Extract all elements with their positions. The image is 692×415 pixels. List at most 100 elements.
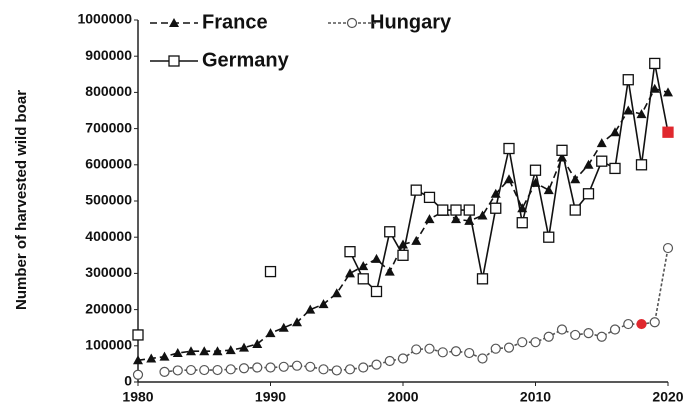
marker (490, 202, 502, 214)
marker (636, 318, 647, 330)
marker (411, 235, 422, 245)
marker (543, 331, 554, 342)
y-tick-label: 900000 (85, 47, 132, 63)
marker (384, 266, 395, 276)
marker (371, 253, 382, 263)
marker (238, 363, 250, 374)
marker (424, 214, 435, 224)
marker (609, 324, 621, 335)
marker (437, 204, 449, 216)
marker (503, 142, 515, 155)
marker (133, 355, 143, 365)
marker (649, 317, 660, 328)
marker (397, 249, 409, 261)
marker (212, 346, 223, 356)
marker (265, 328, 276, 338)
marker (278, 322, 289, 332)
marker (132, 329, 144, 341)
marker (172, 348, 183, 358)
marker (529, 164, 542, 176)
marker (292, 317, 302, 327)
marker (582, 188, 595, 200)
marker (424, 343, 435, 354)
marker (410, 184, 422, 196)
marker (371, 359, 382, 370)
marker (635, 159, 648, 171)
marker (252, 362, 263, 373)
marker (239, 342, 249, 352)
marker (186, 346, 196, 356)
marker (264, 265, 277, 278)
marker (463, 204, 475, 216)
y-tick-label: 300000 (85, 264, 132, 280)
marker (596, 155, 608, 167)
marker (516, 217, 528, 229)
y-tick-label: 600000 (85, 156, 132, 172)
marker (345, 268, 355, 278)
marker (530, 337, 541, 348)
marker (636, 109, 647, 119)
marker (344, 246, 356, 258)
marker (610, 127, 620, 137)
marker (477, 353, 488, 364)
marker (503, 342, 515, 353)
y-axis-label: Number of harvested wild boar (13, 90, 30, 310)
marker (278, 361, 289, 372)
marker (225, 345, 236, 355)
y-tick-label: 800000 (85, 83, 132, 99)
marker (331, 365, 342, 376)
y-tick-label: 200000 (85, 300, 132, 316)
marker (132, 369, 144, 380)
marker (490, 343, 501, 354)
marker (370, 285, 383, 298)
marker (159, 351, 170, 361)
marker (570, 329, 581, 341)
marker (305, 361, 316, 372)
marker (477, 210, 488, 220)
marker (212, 364, 223, 376)
marker (358, 362, 369, 373)
legend-marker (346, 17, 358, 29)
marker (344, 364, 356, 375)
marker (397, 353, 409, 364)
marker (450, 346, 462, 357)
legend-label: France (202, 11, 268, 33)
marker (305, 304, 316, 314)
marker (199, 346, 210, 356)
marker (384, 355, 395, 367)
marker (225, 364, 236, 375)
y-tick-label: 0 (124, 373, 132, 389)
marker (663, 87, 673, 97)
y-tick-label: 700000 (85, 119, 132, 135)
marker (504, 174, 514, 184)
marker (146, 353, 157, 363)
marker (609, 162, 621, 175)
marker (318, 299, 329, 309)
marker (172, 365, 183, 376)
marker (252, 338, 263, 348)
marker (517, 337, 528, 348)
marker (331, 288, 342, 298)
marker (384, 226, 396, 238)
marker (596, 138, 607, 148)
x-tick-label: 1980 (122, 389, 153, 405)
marker (569, 204, 581, 216)
marker (556, 324, 568, 335)
marker (622, 74, 634, 86)
marker (543, 231, 555, 243)
legend-label: Germany (202, 49, 290, 71)
marker (543, 185, 554, 195)
legend-marker (169, 18, 179, 27)
marker (357, 273, 369, 285)
legend-marker (168, 55, 180, 67)
marker (623, 318, 634, 330)
marker (451, 214, 461, 224)
marker (662, 242, 674, 254)
y-tick-label: 1000000 (77, 11, 132, 27)
marker (649, 57, 661, 70)
marker (358, 261, 369, 271)
marker (623, 105, 634, 115)
marker (437, 347, 448, 358)
y-tick-label: 400000 (85, 228, 132, 244)
